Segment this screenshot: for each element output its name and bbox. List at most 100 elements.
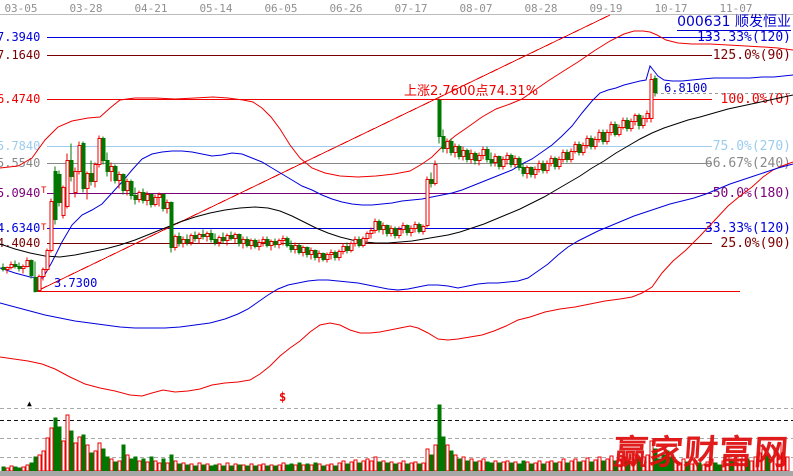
- volume-bar: [289, 463, 294, 472]
- volume-bar: [321, 465, 326, 472]
- volume-bar: [77, 436, 82, 472]
- volume-bar: [89, 452, 94, 472]
- volume-bar: [221, 465, 226, 472]
- volume-bar: [461, 456, 466, 472]
- candle-body-up: [649, 79, 654, 119]
- volume-bar: [413, 461, 418, 472]
- percent-level-label: 33.33%(120): [705, 221, 791, 236]
- volume-bar: [345, 463, 350, 472]
- candle-body-up: [629, 121, 634, 129]
- candle-body-up: [77, 145, 82, 172]
- candle-body-down: [449, 141, 454, 153]
- candle-body-up: [217, 237, 222, 243]
- volume-bar: [209, 465, 214, 472]
- volume-bar: [249, 463, 254, 472]
- volume-bar: [437, 404, 442, 472]
- volume-bar: [317, 463, 322, 472]
- volume-bar: [533, 462, 538, 472]
- moving-average-curve: [0, 94, 793, 258]
- candle-body-up: [641, 118, 646, 126]
- volume-bar: [525, 461, 530, 472]
- volume-bar: [113, 461, 118, 472]
- volume-bar: [101, 448, 106, 472]
- candle-body-down: [521, 167, 526, 174]
- volume-bar: [549, 460, 554, 472]
- volume-bar: [341, 460, 346, 472]
- candle-body-down: [265, 239, 270, 246]
- x-axis-date: 11-07: [719, 2, 752, 15]
- candle-body-up: [233, 234, 238, 239]
- volume-bar: [589, 461, 594, 472]
- volume-bar: [265, 465, 270, 472]
- candle-body-up: [593, 139, 598, 147]
- volume-bar: [365, 458, 370, 472]
- volume-bar: [513, 461, 518, 472]
- percent-level-label: 66.67%(240): [705, 156, 791, 171]
- candle-body-up: [293, 245, 298, 250]
- candle-body-down: [213, 239, 218, 243]
- candle-body-up: [549, 158, 554, 164]
- candle-body-down: [313, 250, 318, 258]
- volume-bar: [277, 464, 282, 472]
- candle-body-up: [561, 152, 566, 160]
- candle-body-down: [377, 221, 382, 230]
- volume-bar: [261, 463, 266, 472]
- candle-body-down: [209, 233, 214, 240]
- candle-body-up: [257, 242, 262, 247]
- volume-bar: [81, 434, 86, 472]
- volume-bar: [281, 462, 286, 472]
- volume-bar: [145, 461, 150, 472]
- volume-bar: [105, 456, 110, 472]
- volume-bar: [349, 461, 354, 472]
- volume-bar: [29, 462, 34, 472]
- volume-bar: [597, 456, 602, 472]
- price-level-label: 5.5540: [0, 156, 40, 170]
- x-axis-date: 08-28: [524, 2, 557, 15]
- candle-body-up: [85, 173, 90, 189]
- volume-bar: [381, 460, 386, 472]
- volume-bar: [21, 466, 26, 472]
- volume-bar: [337, 462, 342, 472]
- candle-body-up: [501, 159, 506, 167]
- candle-body-up: [353, 239, 358, 244]
- volume-bar: [433, 444, 438, 472]
- candle-body-down: [489, 159, 494, 163]
- candle-body-up: [369, 230, 374, 234]
- candle-body-up: [189, 235, 194, 243]
- volume-bar: [529, 463, 534, 472]
- volume-bar: [485, 461, 490, 472]
- volume-bar: [429, 454, 434, 472]
- x-axis-date: 09-19: [589, 2, 622, 15]
- candle-body-up: [349, 243, 354, 251]
- candle-body-down: [169, 202, 174, 248]
- candle-body-down: [161, 194, 166, 209]
- volume-bar: [301, 464, 306, 472]
- candle-body-up: [581, 145, 586, 153]
- candle-body-down: [529, 167, 534, 175]
- candle-body-down: [305, 247, 310, 255]
- volume-bar: [397, 462, 402, 472]
- percent-level-label: 125.0%(90): [713, 48, 791, 63]
- volume-bar: [149, 456, 154, 472]
- volume-bar: [445, 444, 450, 472]
- volume-bar: [553, 462, 558, 472]
- candle-body-down: [17, 266, 22, 269]
- volume-bar: [109, 458, 114, 472]
- candle-body-down: [345, 246, 350, 251]
- volume-bar: [449, 450, 454, 472]
- candle-body-up: [425, 179, 430, 226]
- volume-bar: [153, 460, 158, 472]
- volume-bar: [53, 417, 58, 472]
- volume-bar: [357, 462, 362, 472]
- volume-bar: [537, 460, 542, 472]
- volume-bar: [181, 462, 186, 472]
- candle-body-down: [193, 235, 198, 239]
- candle-body-up: [373, 221, 378, 231]
- candle-body-up: [605, 132, 610, 142]
- candle-body-down: [53, 171, 58, 220]
- candle-body-up: [281, 238, 286, 241]
- candle-body-up: [461, 150, 466, 157]
- candle-body-up: [125, 181, 130, 191]
- candle-body-up: [269, 241, 274, 246]
